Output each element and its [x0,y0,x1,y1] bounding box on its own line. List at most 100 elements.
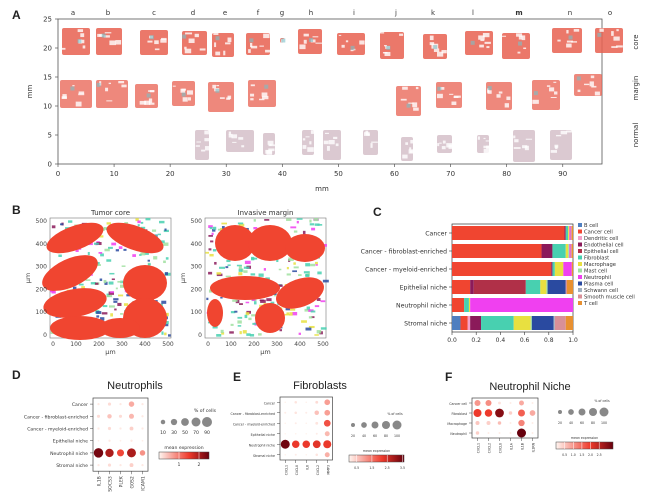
y-tick-label: 200 [191,286,203,293]
category-label: Epithelial niche [400,285,448,292]
dot [531,401,534,405]
dot [508,411,513,415]
legend-swatch [578,249,582,253]
dot [127,448,136,458]
y-tick-label: 25 [43,16,52,24]
dot [324,452,330,458]
y-tick-label: 100 [36,309,48,316]
column-label: ICAM1 [141,476,147,491]
color-legend-bar [555,441,614,450]
dot [305,453,308,456]
dot [509,431,512,435]
x-tick-label: 0 [206,341,210,348]
x-tick-label: 400 [294,341,306,348]
dot [518,409,525,417]
x-tick-label: 200 [248,341,260,348]
cancer-cell-cluster [123,265,167,301]
panel-d-dotplot: Cancer Cancer - fibroblast-enriched Cancer… [24,397,217,492]
dot [484,409,493,417]
dot [315,421,319,425]
legend-label: Schwann cell [584,288,618,294]
size-legend-label: 80 [384,434,388,438]
normal-tissue-section [302,130,318,155]
color-legend-label: 1.5 [369,466,374,470]
column-label: CXCL8 [499,443,503,453]
y-tick-label: 5 [48,132,52,140]
core-tissue-section [140,30,168,55]
size-legend-title: % of cells [194,408,217,414]
panel-c-stacked-bar-chart: Cancer Cancer - fibroblast-enriched Cancer… [361,223,635,344]
bar-segment-plasma-cell [547,280,566,294]
size-legend-dot [599,407,609,417]
normal-tissue-section [550,130,573,160]
panel-e-title: Fibroblasts [293,380,347,392]
core-tissue-section [502,33,530,59]
bar-segment-cancer-cell [460,316,468,330]
core-tissue-section [280,38,290,45]
sample-label: l [472,9,474,17]
bar-segment-smooth-muscle-cell [570,226,572,240]
y-tick-label: 200 [36,286,48,293]
dot [119,427,122,430]
dot [498,431,501,435]
size-legend-dot [588,407,598,417]
row-label: Stromal niche [253,454,275,458]
dot [107,463,112,467]
x-tick-label: 80 [502,170,511,178]
legend-swatch [578,268,582,273]
margin-tissue-section [248,80,276,107]
x-tick-label: 0.6 [520,337,530,344]
legend-swatch [578,223,582,227]
column-label: IL1RN [532,442,536,452]
core-tissue-section [552,28,582,53]
size-legend-dot [191,417,201,427]
panel-e-letter: E [233,370,242,384]
cancer-cell-cluster [46,222,104,254]
category-label: Cancer - myeloid-enriched [365,267,447,274]
size-legend-label: 90 [204,430,210,436]
column-label: CXCL8 [295,465,299,475]
dot [141,439,144,442]
legend-label: Plasma cell [584,282,613,288]
sample-label: e [223,9,227,17]
column-label: IL1A [510,442,514,450]
row-label: Cancer [264,401,276,405]
bar-segment-t-cell [571,262,573,276]
y-tick-label: 100 [191,309,203,316]
x-tick-label: 0 [51,341,55,348]
size-legend-dot [350,422,356,428]
dot [97,402,100,406]
x-tick-label: 1.0 [568,337,578,344]
chart-frame [451,223,574,333]
size-legend-label: 10 [160,430,166,436]
normal-tissue-section [323,130,341,160]
panel-a-letter: A [12,8,21,22]
x-tick-label: 0.2 [471,337,481,344]
dot [302,440,311,449]
row-label: Neutrophil niche [50,451,88,457]
row-label: Neutrophil niche [249,443,275,447]
y-tick-label: 500 [191,218,203,225]
size-legend-dot [381,420,391,430]
dot [139,450,146,456]
dot [284,411,287,414]
size-legend-dot [160,419,166,425]
core-tissue-section [465,31,493,55]
sample-label: n [568,9,572,17]
panel-d-letter: D [12,368,21,382]
dot [118,414,123,418]
cancer-cell-cluster [255,303,285,333]
dot [324,431,330,437]
bar-segment-t-cell [566,280,573,294]
legend-swatch [578,301,582,305]
dot [97,427,100,430]
bar-segment-macrophage [468,298,471,312]
dot [107,402,112,406]
dot [284,422,287,425]
dot [475,420,480,426]
dot [474,399,481,407]
bar-segment-macrophage [540,280,547,294]
dot [141,402,144,406]
color-legend-label: 2.0 [588,453,593,457]
margin-tissue-section [60,80,92,108]
